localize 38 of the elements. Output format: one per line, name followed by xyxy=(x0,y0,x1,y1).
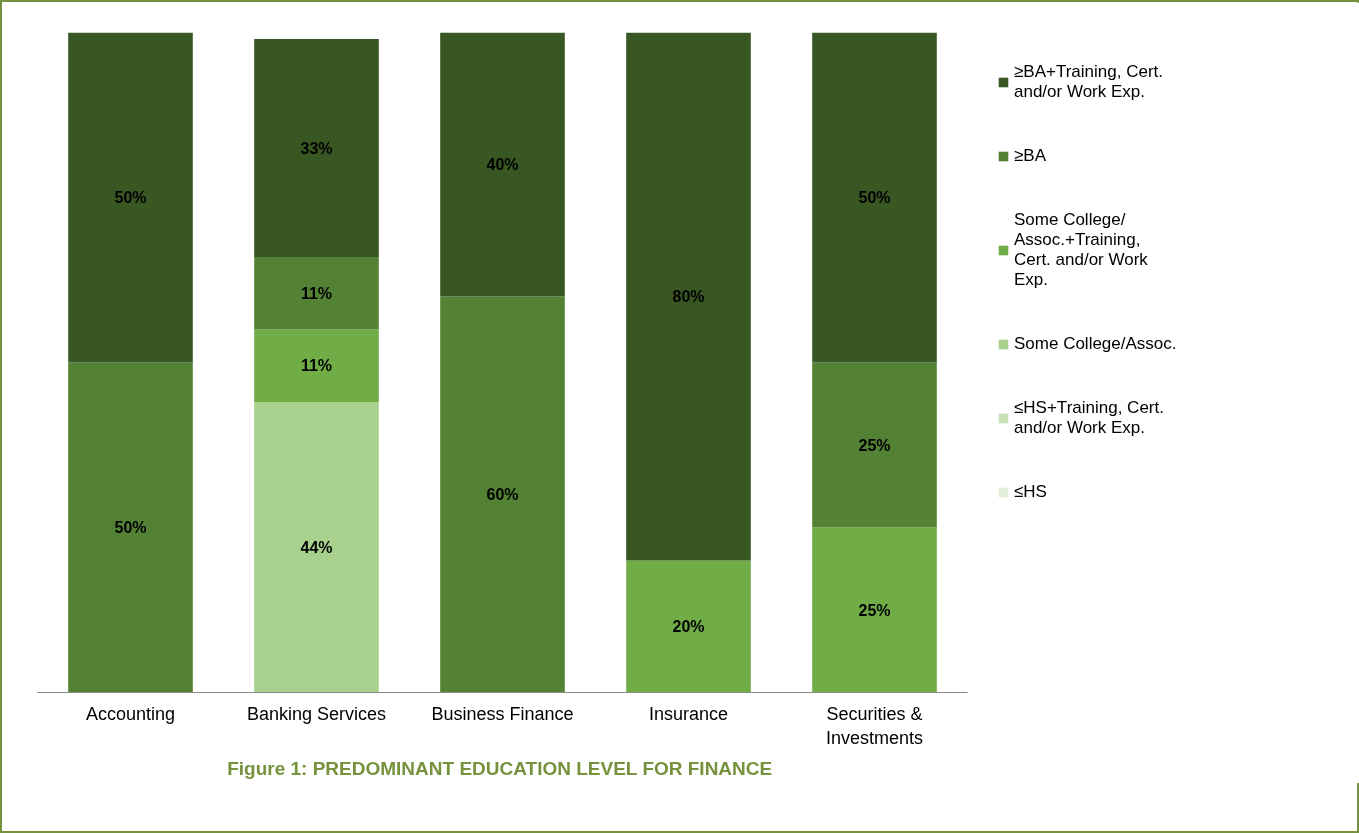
data-label: 25% xyxy=(858,601,891,619)
data-label: 40% xyxy=(486,156,519,173)
data-label: 50% xyxy=(114,189,147,206)
legend-label: ≤HS xyxy=(1014,482,1047,502)
legend-label: ≥BA xyxy=(1014,146,1047,166)
x-tick-label: Accounting xyxy=(85,703,176,724)
bar xyxy=(254,39,379,257)
data-label: 44% xyxy=(300,538,333,556)
data-label: 50% xyxy=(114,519,147,536)
bar xyxy=(68,32,193,363)
data-label: 33% xyxy=(300,139,333,157)
x-tick-label: Banking Services xyxy=(246,703,387,724)
data-label: 11% xyxy=(300,357,333,375)
bar xyxy=(440,296,565,693)
bar xyxy=(254,402,379,693)
bar xyxy=(812,527,937,693)
legend-label: ≥BA+Training, Cert. and/or Work Exp. xyxy=(1014,62,1164,102)
text: Figure 1: PREDOMINANT EDUCATION LEVEL FOR FINANCE xyxy=(227,757,773,779)
bar xyxy=(440,32,565,297)
x-tick-label: Insurance xyxy=(648,703,729,724)
legend-label: Some College/ Assoc.+Training, Cert. and/or Work Exp. xyxy=(1014,210,1148,290)
data-label: 50% xyxy=(858,189,891,206)
x-tick-label: Securities & Investments xyxy=(825,703,924,748)
bar xyxy=(68,362,193,693)
bar xyxy=(812,32,937,363)
legend-label: Some College/Assoc. xyxy=(1014,334,1177,354)
legend-label: ≤HS+Training, Cert. and/or Work Exp. xyxy=(1014,398,1164,438)
data-label: 11% xyxy=(300,284,333,302)
bar xyxy=(254,329,379,403)
bar xyxy=(626,560,751,693)
data-label: 20% xyxy=(672,618,705,635)
x-tick-label: Business Finance xyxy=(431,703,574,724)
bar xyxy=(812,362,937,528)
data-label: 80% xyxy=(672,288,705,305)
bar xyxy=(254,256,379,330)
bar xyxy=(626,32,751,561)
data-label: 60% xyxy=(486,486,519,503)
data-label: 25% xyxy=(858,436,891,454)
